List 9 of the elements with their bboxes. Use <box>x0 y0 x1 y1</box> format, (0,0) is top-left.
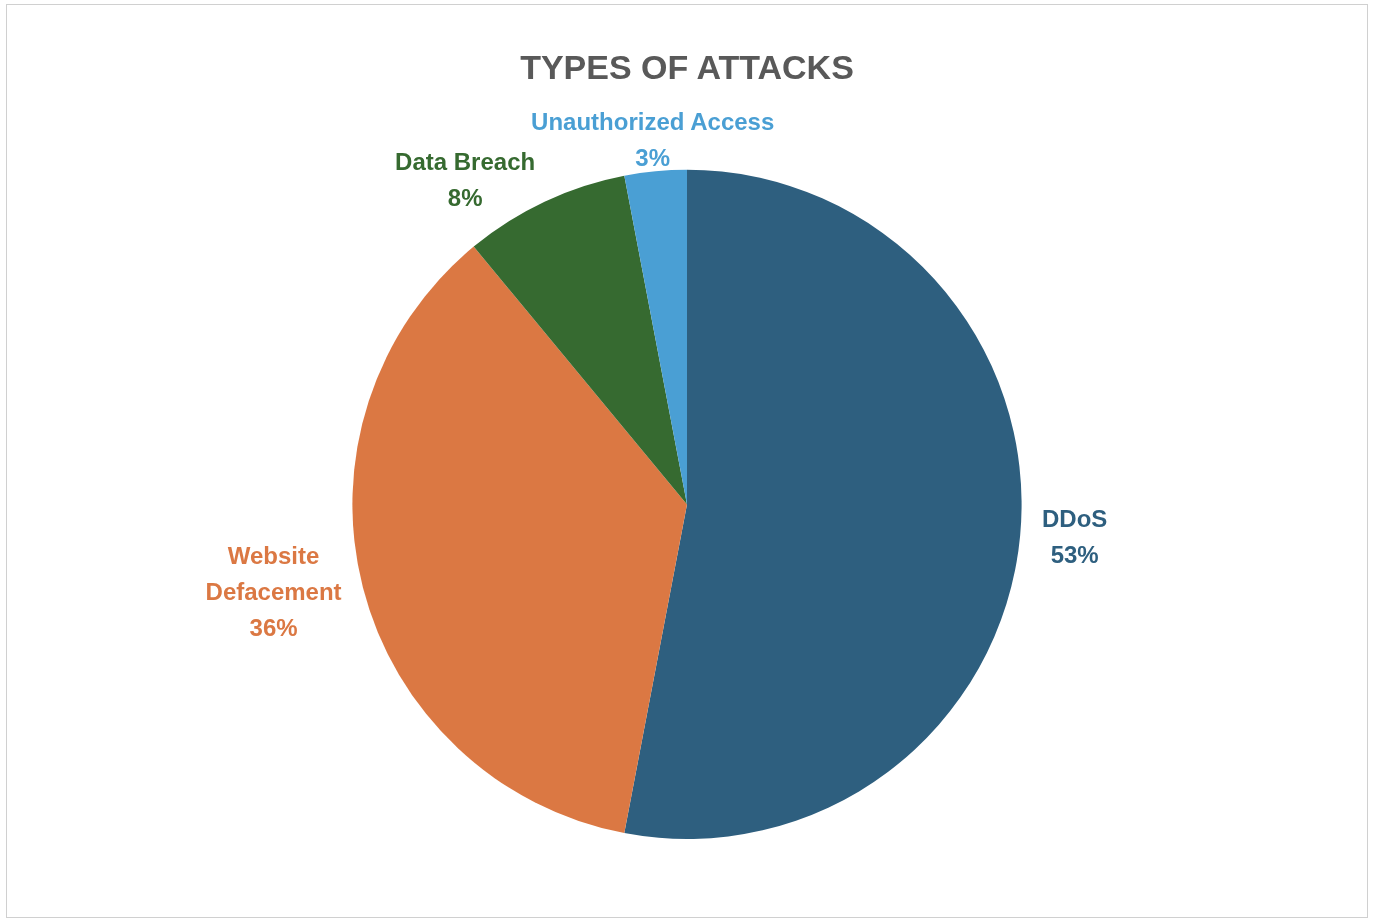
slice-label: Unauthorized Access <box>531 108 775 136</box>
data-label: 53% <box>1050 540 1099 568</box>
data-label: 8% <box>447 184 483 212</box>
slice-label: Data Breach <box>395 148 536 176</box>
chart-title: TYPES OF ATTACKS <box>520 47 854 86</box>
slice-label: Website Defacement <box>205 541 342 605</box>
data-label: 36% <box>249 613 298 641</box>
slice-label: DDoS <box>1042 504 1108 532</box>
data-label: 3% <box>635 144 671 172</box>
